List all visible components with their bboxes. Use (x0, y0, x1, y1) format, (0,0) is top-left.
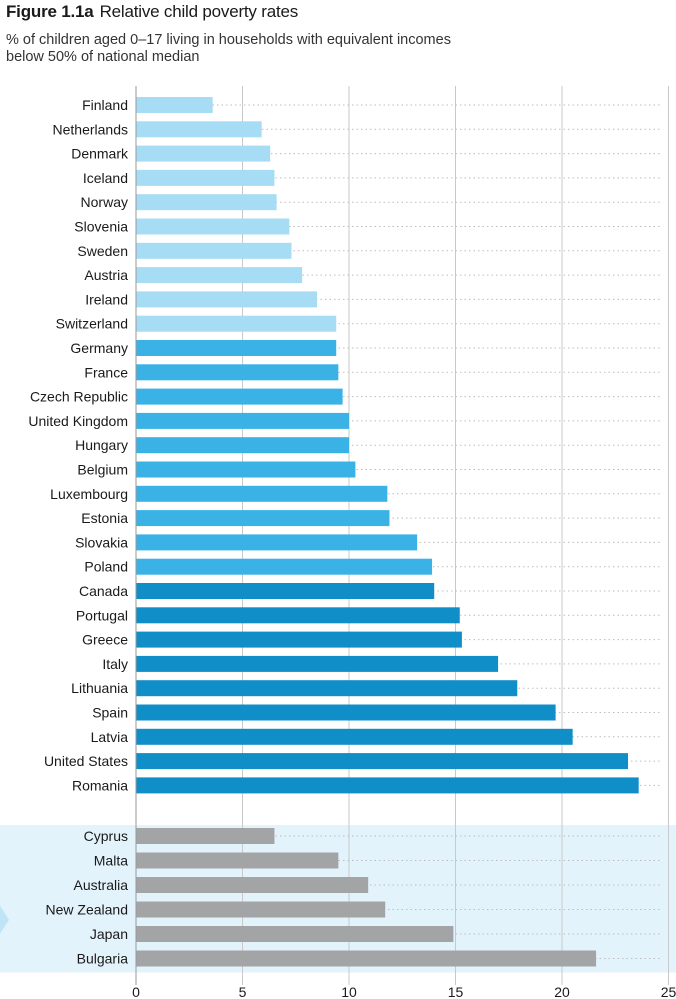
main-bar (136, 777, 639, 794)
secondary-bar (136, 828, 275, 844)
x-tick-label: 25 (661, 984, 676, 999)
main-label: Lithuania (71, 680, 128, 696)
secondary-bar (136, 901, 386, 918)
secondary-bar (136, 926, 454, 942)
main-label: Latvia (91, 729, 129, 745)
main-label: Sweden (77, 243, 128, 259)
figure-subtitle: % of children aged 0–17 living in househ… (6, 32, 606, 66)
main-bar (136, 169, 275, 186)
x-tick-label: 10 (341, 984, 357, 999)
band-arrow-icon (0, 905, 9, 934)
main-bar (136, 145, 271, 162)
main-bar (136, 121, 262, 138)
secondary-bar (136, 852, 339, 869)
main-bar (136, 583, 435, 599)
subtitle-line-2: below 50% of national median (6, 49, 200, 65)
x-tick-label: 20 (554, 984, 570, 999)
secondary-label: Australia (74, 877, 129, 893)
subtitle-line-1: % of children aged 0–17 living in househ… (6, 32, 451, 48)
main-label: Estonia (81, 510, 128, 526)
main-label: Switzerland (56, 316, 128, 332)
main-label: Denmark (71, 146, 129, 162)
secondary-group-band (0, 825, 676, 973)
main-bar (136, 680, 518, 697)
main-label: Slovakia (75, 534, 128, 550)
main-label: Netherlands (53, 121, 129, 137)
figure-title-line: Figure 1.1a Relative child poverty rates (6, 2, 298, 22)
main-bar (136, 412, 349, 429)
main-bar (136, 364, 339, 381)
main-label: United States (44, 753, 128, 769)
main-bar (136, 534, 418, 551)
main-label: Germany (70, 340, 128, 356)
main-label: Slovenia (74, 219, 128, 235)
main-bar (136, 607, 460, 624)
main-bar (136, 631, 462, 648)
x-tick-label: 15 (448, 984, 464, 999)
figure-number: Figure 1.1a (6, 2, 94, 21)
main-label: Italy (102, 656, 128, 672)
main-label: Spain (92, 705, 128, 721)
main-bar (136, 267, 303, 284)
main-bar (136, 655, 499, 672)
main-label: Austria (84, 267, 128, 283)
main-label: France (84, 364, 128, 380)
main-label: Finland (82, 97, 128, 113)
main-bar (136, 753, 629, 770)
main-bar (136, 315, 337, 332)
main-bar (136, 291, 318, 308)
main-label: Iceland (83, 170, 128, 186)
main-label: Luxembourg (50, 486, 128, 502)
main-label: Norway (81, 194, 128, 210)
secondary-label: Japan (90, 926, 128, 942)
main-bar (136, 704, 556, 721)
main-label: Ireland (85, 291, 128, 307)
x-tick-label: 0 (132, 984, 140, 999)
main-label: Belgium (77, 462, 128, 478)
main-bar (136, 461, 356, 478)
secondary-bar (136, 877, 369, 893)
main-bar (136, 437, 349, 454)
main-bar (136, 558, 433, 575)
main-label: Romania (72, 777, 128, 793)
main-label: Hungary (75, 437, 128, 453)
main-label: Greece (82, 632, 128, 648)
main-label: United Kingdom (28, 413, 128, 429)
main-bar (136, 340, 337, 356)
secondary-bar (136, 950, 597, 967)
main-bar (136, 194, 277, 211)
main-bar (136, 728, 573, 745)
main-bar (136, 242, 292, 259)
main-bar (136, 510, 390, 527)
main-bar (136, 388, 343, 405)
main-label: Poland (84, 559, 128, 575)
secondary-label: New Zealand (46, 902, 129, 918)
main-label: Czech Republic (30, 389, 128, 405)
secondary-label: Bulgaria (77, 951, 129, 967)
main-bar (136, 97, 213, 113)
figure-title: Relative child poverty rates (99, 2, 299, 21)
main-bar (136, 485, 388, 502)
main-bar (136, 218, 290, 235)
x-tick-label: 5 (239, 984, 247, 999)
main-label: Canada (79, 583, 128, 599)
secondary-label: Malta (94, 853, 128, 869)
main-label: Portugal (76, 607, 128, 623)
secondary-label: Cyprus (84, 828, 128, 844)
